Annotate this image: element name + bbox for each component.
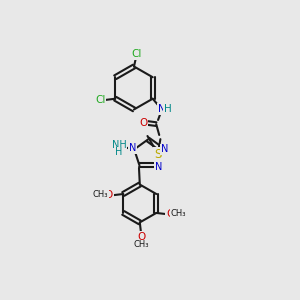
Text: CH₃: CH₃ bbox=[134, 240, 149, 249]
Text: O: O bbox=[104, 190, 113, 200]
Text: S: S bbox=[154, 148, 162, 161]
Text: N: N bbox=[129, 143, 136, 153]
Text: O: O bbox=[166, 208, 174, 219]
Text: Cl: Cl bbox=[95, 95, 105, 105]
Text: CH₃: CH₃ bbox=[171, 209, 186, 218]
Text: CH₃: CH₃ bbox=[93, 190, 108, 199]
Text: H: H bbox=[164, 104, 172, 114]
Text: NH: NH bbox=[112, 140, 127, 150]
Text: Cl: Cl bbox=[131, 49, 142, 59]
Text: N: N bbox=[154, 162, 162, 172]
Text: H: H bbox=[116, 147, 123, 157]
Text: O: O bbox=[137, 232, 146, 242]
Text: N: N bbox=[161, 144, 168, 154]
Text: O: O bbox=[139, 118, 147, 128]
Text: N: N bbox=[158, 104, 166, 114]
